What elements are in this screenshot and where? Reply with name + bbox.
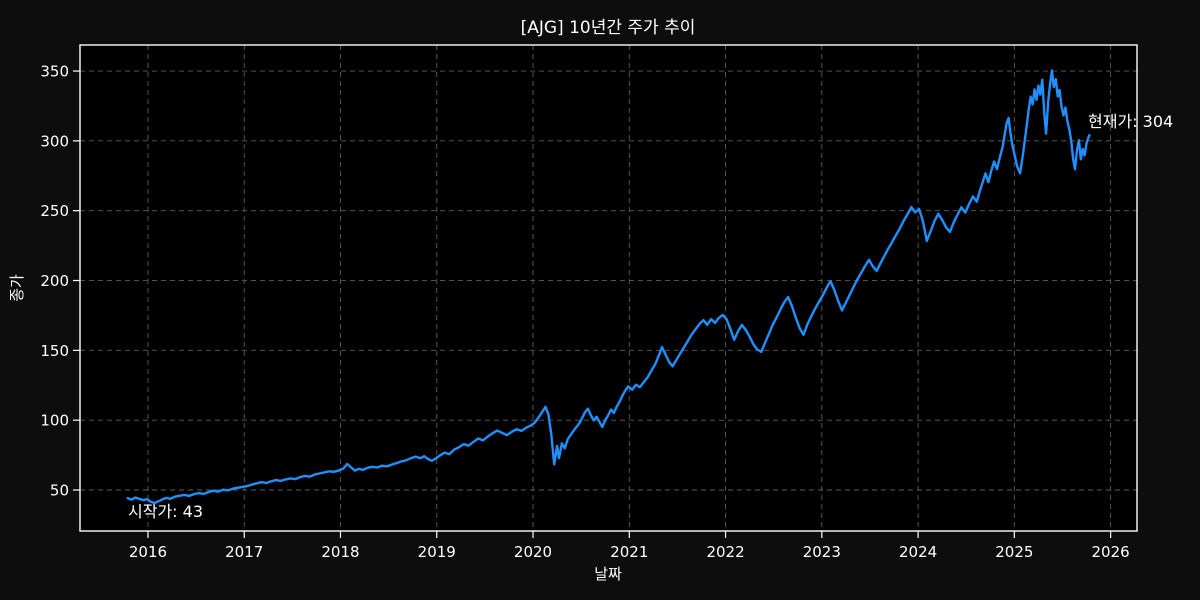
y-axis-tick-labels: 50 100 150 200 250 300 350 xyxy=(40,63,69,500)
y-tick-label-200: 200 xyxy=(40,272,69,290)
y-tick-label-250: 250 xyxy=(40,202,69,220)
start-price-annotation: 시작가: 43 xyxy=(128,502,203,521)
x-tick-label-2017: 2017 xyxy=(225,543,263,561)
y-tick-label-300: 300 xyxy=(40,132,69,150)
x-tick-label-2020: 2020 xyxy=(514,543,552,561)
x-tick-label-2026: 2026 xyxy=(1092,543,1130,561)
x-tick-label-2025: 2025 xyxy=(995,543,1033,561)
y-tick-label-50: 50 xyxy=(50,481,69,499)
y-tick-label-350: 350 xyxy=(40,63,69,81)
x-axis-label: 날짜 xyxy=(594,565,622,583)
x-axis-tick-labels: 2016 2017 2018 2019 2020 2021 2022 2023 2024 2025… xyxy=(129,543,1130,561)
price-line-series xyxy=(126,69,1091,505)
gridlines xyxy=(80,45,1137,531)
plot-area xyxy=(80,45,1137,531)
y-tick-label-100: 100 xyxy=(40,412,69,430)
x-tick-label-2022: 2022 xyxy=(706,543,744,561)
axis-ticks xyxy=(73,70,1112,538)
x-tick-label-2021: 2021 xyxy=(610,543,648,561)
x-tick-label-2024: 2024 xyxy=(899,543,937,561)
y-tick-label-150: 150 xyxy=(40,342,69,360)
x-tick-label-2018: 2018 xyxy=(321,543,359,561)
plot-border xyxy=(79,44,1138,532)
x-tick-label-2016: 2016 xyxy=(129,543,167,561)
y-axis-label: 종가 xyxy=(8,274,26,302)
current-price-annotation: 현재가: 304 xyxy=(1088,112,1173,131)
x-tick-label-2023: 2023 xyxy=(803,543,841,561)
chart-title: [AJG] 10년간 주가 추이 xyxy=(521,18,696,38)
x-tick-label-2019: 2019 xyxy=(418,543,456,561)
